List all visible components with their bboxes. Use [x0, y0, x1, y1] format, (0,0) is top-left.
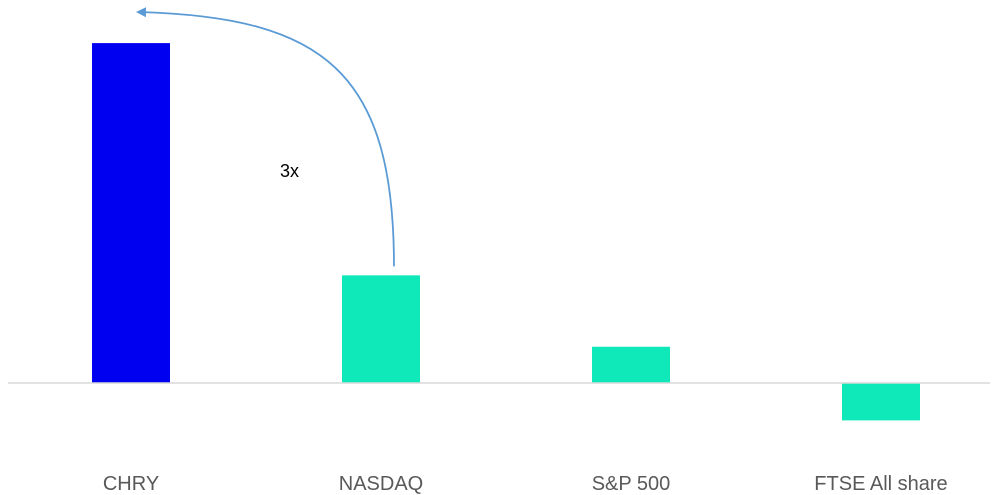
- category-label: FTSE All share: [814, 473, 947, 495]
- category-label: NASDAQ: [339, 473, 423, 495]
- bar-s-p-500: [592, 346, 670, 383]
- bar-ftse-all-share: [842, 383, 920, 421]
- category-labels: CHRY NASDAQ S&P 500 FTSE All share: [103, 473, 948, 495]
- bar-nasdaq: [342, 275, 420, 383]
- category-label: S&P 500: [592, 473, 671, 495]
- bars: [92, 43, 920, 421]
- category-label: CHRY: [103, 473, 159, 495]
- bar-chry: [92, 43, 170, 383]
- annotation-label: 3x: [280, 161, 299, 181]
- comparison-arrow: [136, 7, 395, 267]
